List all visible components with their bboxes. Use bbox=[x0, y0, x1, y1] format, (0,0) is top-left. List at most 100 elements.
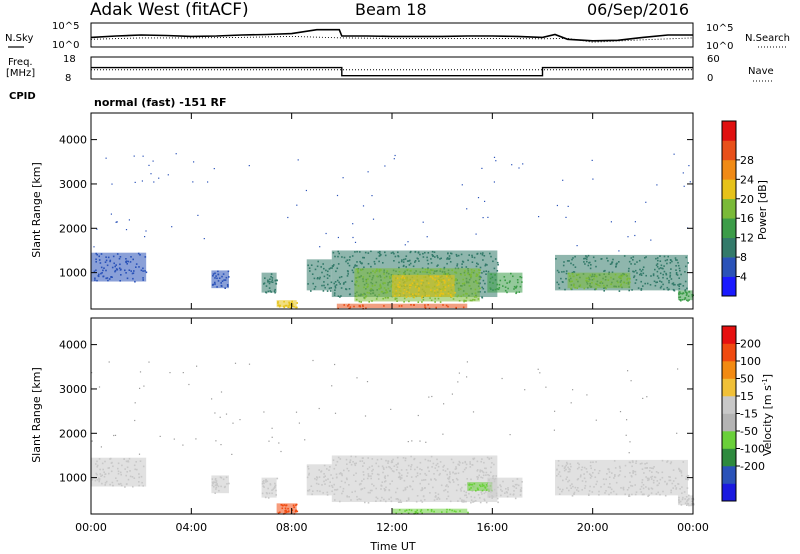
search-noise-series bbox=[90, 35, 694, 43]
echo-point bbox=[461, 266, 463, 269]
echo-region-fill bbox=[392, 508, 468, 514]
echo-point bbox=[495, 475, 497, 477]
echo-region-fill bbox=[331, 455, 498, 503]
echo-point bbox=[330, 474, 332, 476]
colorbar-tick-label: 24 bbox=[740, 173, 754, 186]
echo-point bbox=[679, 470, 681, 472]
echo-point bbox=[429, 269, 432, 272]
echo-point bbox=[598, 284, 601, 287]
echo-point bbox=[211, 484, 214, 487]
x-tick-label: 08:00 bbox=[276, 521, 308, 534]
echo-point bbox=[353, 462, 356, 465]
echo-point bbox=[423, 499, 426, 501]
echo-point bbox=[269, 483, 272, 486]
echo-point bbox=[464, 460, 466, 463]
echo-point bbox=[118, 267, 121, 269]
echo-point bbox=[406, 260, 409, 262]
echo-point bbox=[211, 478, 214, 480]
echo-point bbox=[481, 489, 484, 492]
echo-point bbox=[480, 460, 482, 463]
echo-point bbox=[442, 273, 445, 275]
echo-point bbox=[430, 455, 433, 458]
echo-point bbox=[476, 478, 479, 480]
echo-region-fill bbox=[276, 503, 297, 514]
echo-point bbox=[556, 269, 559, 272]
echo-point bbox=[419, 473, 422, 475]
echo-point bbox=[346, 478, 348, 481]
echo-point bbox=[680, 299, 682, 302]
echo-point bbox=[473, 496, 476, 499]
scatter-point bbox=[159, 435, 161, 437]
echo-point bbox=[452, 284, 454, 286]
echo-point bbox=[557, 283, 560, 286]
echo-point bbox=[571, 483, 573, 485]
echo-point bbox=[460, 490, 462, 492]
echo-point bbox=[362, 256, 364, 259]
echo-point bbox=[681, 474, 683, 477]
echo-point bbox=[572, 485, 574, 488]
date-label: 06/Sep/2016 bbox=[587, 0, 689, 19]
echo-point bbox=[394, 295, 396, 297]
echo-point bbox=[337, 263, 340, 265]
echo-point bbox=[467, 511, 469, 514]
echo-point bbox=[586, 279, 588, 282]
echo-point bbox=[130, 256, 132, 258]
scatter-point bbox=[232, 422, 234, 424]
echo-point bbox=[500, 488, 502, 491]
echo-point bbox=[346, 495, 348, 498]
echo-point bbox=[640, 272, 642, 275]
scatter-point bbox=[352, 223, 354, 225]
echo-point bbox=[396, 466, 399, 468]
scatter-point bbox=[304, 439, 306, 441]
echo-point bbox=[285, 510, 287, 513]
scatter-point bbox=[425, 441, 427, 443]
echo-point bbox=[462, 306, 465, 309]
scatter-point bbox=[677, 368, 679, 370]
echo-point bbox=[678, 501, 680, 504]
echo-point bbox=[132, 277, 134, 280]
colorbar-swatch bbox=[722, 179, 736, 200]
echo-point bbox=[221, 280, 224, 282]
echo-point bbox=[625, 274, 627, 276]
echo-point bbox=[462, 282, 464, 285]
echo-point bbox=[678, 499, 680, 502]
echo-point bbox=[465, 467, 467, 469]
echo-point bbox=[402, 265, 405, 268]
echo-point bbox=[220, 485, 222, 488]
echo-point bbox=[95, 463, 97, 465]
echo-point bbox=[376, 458, 379, 461]
echo-point bbox=[334, 285, 337, 287]
echo-point bbox=[96, 464, 99, 467]
echo-point bbox=[319, 276, 321, 279]
echo-point bbox=[491, 495, 493, 497]
echo-point bbox=[669, 272, 672, 274]
echo-point bbox=[336, 460, 339, 463]
echo-point bbox=[367, 473, 370, 475]
echo-point bbox=[281, 507, 284, 510]
echo-point bbox=[268, 287, 271, 289]
echo-region bbox=[211, 475, 230, 494]
echo-point bbox=[424, 268, 427, 271]
echo-point bbox=[96, 465, 98, 468]
echo-point bbox=[583, 466, 586, 469]
echo-point bbox=[459, 288, 462, 290]
echo-point bbox=[587, 280, 590, 283]
echo-point bbox=[125, 483, 128, 485]
echo-point bbox=[264, 277, 266, 279]
echo-point bbox=[619, 275, 621, 277]
echo-point bbox=[326, 273, 329, 276]
echo-point bbox=[479, 469, 482, 471]
echo-point bbox=[224, 485, 226, 488]
echo-point bbox=[132, 258, 134, 261]
echo-point bbox=[102, 468, 104, 471]
echo-point bbox=[468, 254, 470, 256]
echo-point bbox=[360, 301, 362, 303]
scatter-point bbox=[426, 236, 428, 238]
echo-point bbox=[405, 255, 408, 257]
echo-point bbox=[577, 273, 580, 276]
scatter-point bbox=[318, 407, 320, 410]
echo-point bbox=[620, 283, 622, 286]
echo-point bbox=[424, 306, 426, 308]
echo-point bbox=[455, 278, 457, 280]
echo-point bbox=[410, 304, 412, 306]
